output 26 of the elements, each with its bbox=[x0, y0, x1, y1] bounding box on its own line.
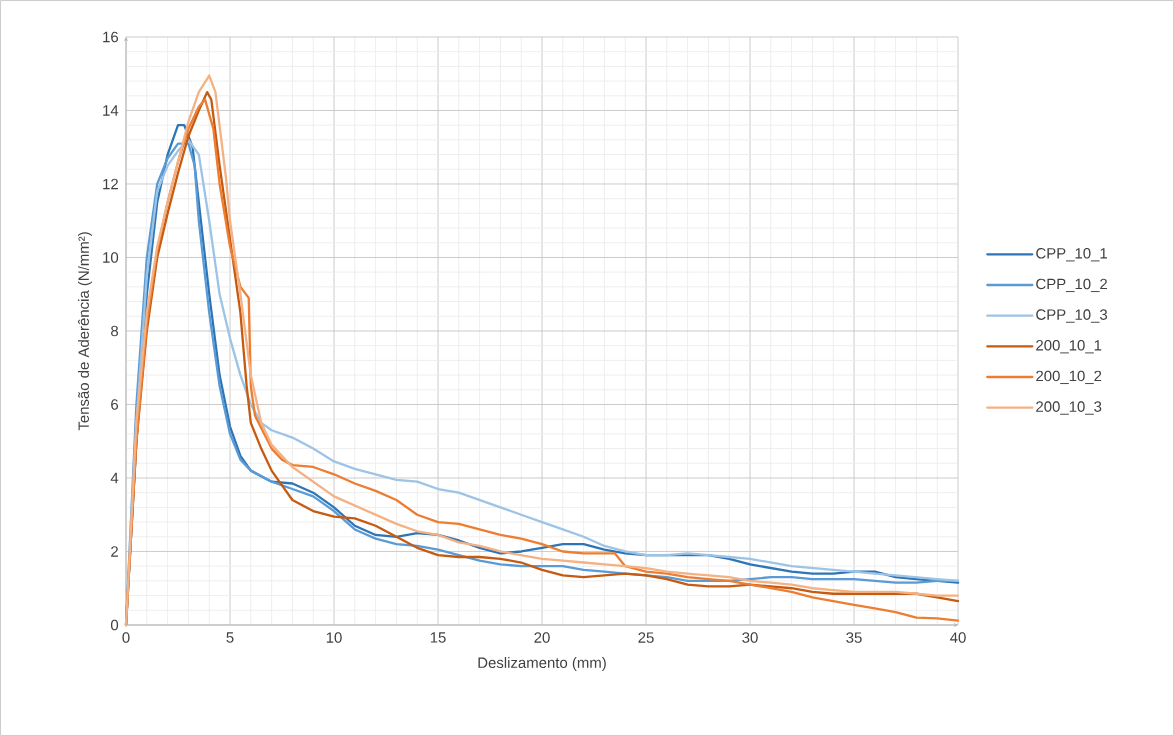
x-tick-label: 30 bbox=[742, 632, 758, 643]
x-tick-label: 5 bbox=[226, 632, 234, 643]
x-tick-label: 25 bbox=[638, 632, 654, 643]
legend-label: CPP_10_3 bbox=[1036, 309, 1108, 323]
x-axis-title: Deslizamento (mm) bbox=[478, 657, 606, 671]
y-tick-label: 6 bbox=[111, 399, 119, 410]
x-tick-label: 20 bbox=[534, 632, 550, 643]
x-tick-label: 10 bbox=[326, 632, 342, 643]
legend-label: 200_10_1 bbox=[1036, 339, 1102, 354]
x-tick-label: 40 bbox=[950, 632, 966, 643]
y-tick-label: 4 bbox=[110, 472, 119, 484]
y-tick-label: 12 bbox=[103, 178, 118, 190]
y-axis-title: Tensão de Aderência (N/mm²) bbox=[77, 232, 92, 431]
x-tick-label: 35 bbox=[846, 632, 862, 643]
y-tick-label: 8 bbox=[111, 325, 119, 337]
x-tick-label: 15 bbox=[430, 632, 446, 643]
y-tick-label: 14 bbox=[103, 105, 119, 116]
legend-label: 200_10_2 bbox=[1036, 370, 1102, 385]
legend-label: 200_10_3 bbox=[1036, 401, 1102, 415]
y-tick-label: 0 bbox=[110, 619, 119, 631]
x-tick-label: 0 bbox=[122, 632, 130, 643]
y-tick-label: 16 bbox=[103, 31, 119, 43]
y-tick-label: 10 bbox=[103, 252, 119, 263]
legend-label: CPP_10_2 bbox=[1036, 278, 1107, 293]
legend-label: CPP_10_1 bbox=[1036, 247, 1107, 262]
y-tick-label: 2 bbox=[111, 546, 118, 557]
